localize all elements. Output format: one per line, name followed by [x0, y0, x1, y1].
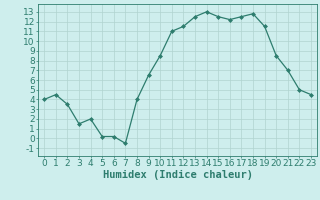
X-axis label: Humidex (Indice chaleur): Humidex (Indice chaleur): [103, 170, 252, 180]
